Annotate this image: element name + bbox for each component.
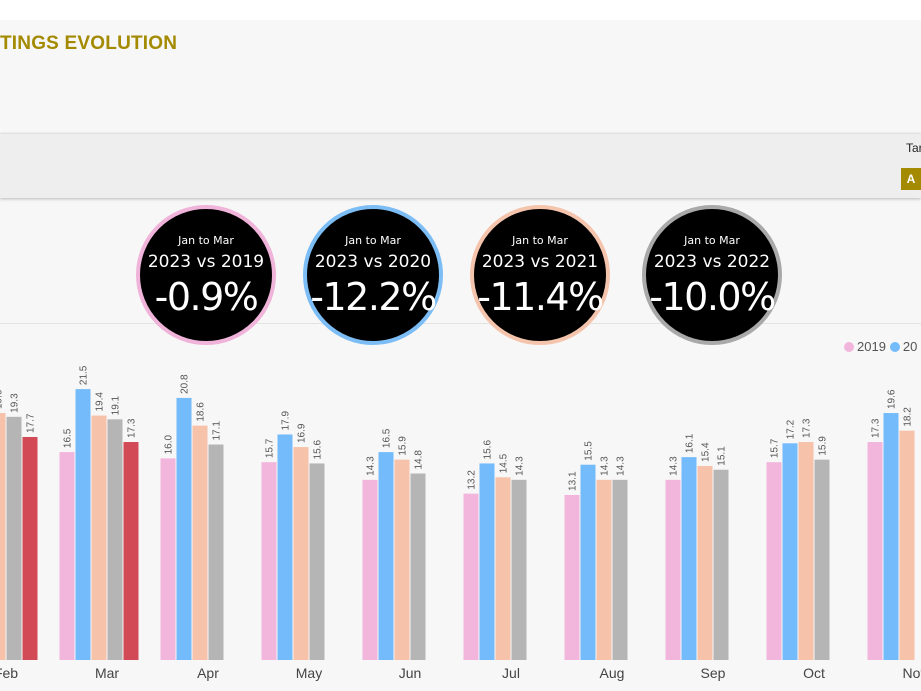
bar-2021-feb[interactable] — [0, 413, 6, 660]
data-label: 14.8 — [414, 450, 425, 470]
data-label: 15.7 — [265, 438, 276, 458]
data-label: 15.4 — [701, 442, 712, 462]
bar-2021-oct[interactable] — [799, 442, 814, 660]
bar-2019-jul[interactable] — [464, 494, 479, 660]
category-label: Aug — [600, 665, 625, 681]
data-label: 16.5 — [63, 428, 74, 448]
bar-2022-jul[interactable] — [512, 480, 527, 660]
bar-2020-mar[interactable] — [76, 389, 91, 660]
data-label: 14.5 — [499, 453, 510, 473]
bar-2019-apr[interactable] — [161, 458, 176, 660]
category-label: Feb — [0, 665, 18, 681]
data-label: 15.9 — [398, 436, 409, 456]
bar-2023-feb[interactable] — [23, 437, 38, 660]
data-label: 16.5 — [382, 428, 393, 448]
bar-2021-may[interactable] — [294, 447, 309, 660]
data-label: 14.3 — [616, 456, 627, 476]
bar-2019-nov[interactable] — [868, 442, 883, 660]
bar-2022-jun[interactable] — [411, 474, 426, 660]
category-label: Jun — [399, 665, 422, 681]
bar-2021-apr[interactable] — [193, 426, 208, 660]
data-label: 15.6 — [313, 440, 324, 460]
data-label: 19.6 — [0, 389, 5, 409]
data-label: 19.4 — [95, 392, 106, 412]
data-label: 15.7 — [770, 438, 781, 458]
category-label: Oct — [803, 665, 825, 681]
bar-2020-oct[interactable] — [783, 443, 798, 660]
bar-2021-jul[interactable] — [496, 477, 511, 660]
category-label: Jul — [502, 665, 520, 681]
category-label: May — [296, 665, 322, 681]
data-label: 16.0 — [164, 434, 175, 454]
bar-2020-nov[interactable] — [884, 413, 899, 660]
data-label: 18.2 — [903, 407, 914, 427]
data-label: 17.3 — [802, 418, 813, 438]
data-label: 13.1 — [568, 471, 579, 491]
data-label: 14.3 — [600, 456, 611, 476]
data-label: 17.3 — [871, 418, 882, 438]
bar-2019-oct[interactable] — [767, 462, 782, 660]
bar-2022-aug[interactable] — [613, 480, 628, 660]
bar-2019-jun[interactable] — [363, 480, 378, 660]
bar-2019-sep[interactable] — [666, 480, 681, 660]
bar-2021-mar[interactable] — [92, 416, 107, 660]
category-label: Mar — [95, 665, 119, 681]
data-label: 19.6 — [887, 389, 898, 409]
data-label: 13.2 — [467, 470, 478, 490]
data-label: 20.8 — [180, 374, 191, 394]
data-label: 15.9 — [818, 436, 829, 456]
category-label: Nov — [903, 665, 921, 681]
data-label: 17.9 — [281, 411, 292, 431]
bar-2022-oct[interactable] — [815, 460, 830, 660]
bar-2022-may[interactable] — [310, 463, 325, 660]
bar-2020-apr[interactable] — [177, 398, 192, 660]
bar-2022-sep[interactable] — [714, 470, 729, 660]
bar-2021-sep[interactable] — [698, 466, 713, 660]
data-label: 17.1 — [212, 421, 223, 441]
data-label: 15.1 — [717, 446, 728, 466]
data-label: 18.6 — [196, 402, 207, 422]
bar-2020-aug[interactable] — [581, 465, 596, 660]
bar-2023-mar[interactable] — [124, 442, 139, 660]
category-label: Sep — [701, 665, 726, 681]
bar-2021-jun[interactable] — [395, 460, 410, 660]
bar-2020-sep[interactable] — [682, 457, 697, 660]
data-label: 17.2 — [786, 419, 797, 439]
bar-2021-nov[interactable] — [900, 431, 915, 660]
data-label: 15.6 — [483, 440, 494, 460]
data-label: 15.5 — [584, 441, 595, 461]
category-label: Apr — [197, 665, 219, 681]
bar-2021-aug[interactable] — [597, 480, 612, 660]
bar-2022-apr[interactable] — [209, 445, 224, 660]
bar-2022-feb[interactable] — [7, 417, 22, 660]
data-label: 17.3 — [127, 418, 138, 438]
bar-2022-mar[interactable] — [108, 419, 123, 660]
bar-2020-jun[interactable] — [379, 452, 394, 660]
data-label: 19.3 — [10, 393, 21, 413]
bar-2019-mar[interactable] — [60, 452, 75, 660]
data-label: 19.1 — [111, 395, 122, 415]
bar-2019-aug[interactable] — [565, 495, 580, 660]
data-label: 14.3 — [669, 456, 680, 476]
data-label: 21.5 — [79, 365, 90, 385]
bar-2019-may[interactable] — [262, 462, 277, 660]
data-label: 16.1 — [685, 433, 696, 453]
data-label: 14.3 — [515, 456, 526, 476]
bar-2020-jul[interactable] — [480, 463, 495, 660]
data-label: 16.9 — [297, 423, 308, 443]
bar-2020-may[interactable] — [278, 434, 293, 660]
data-label: 14.3 — [366, 456, 377, 476]
data-label: 17.7 — [26, 413, 37, 433]
